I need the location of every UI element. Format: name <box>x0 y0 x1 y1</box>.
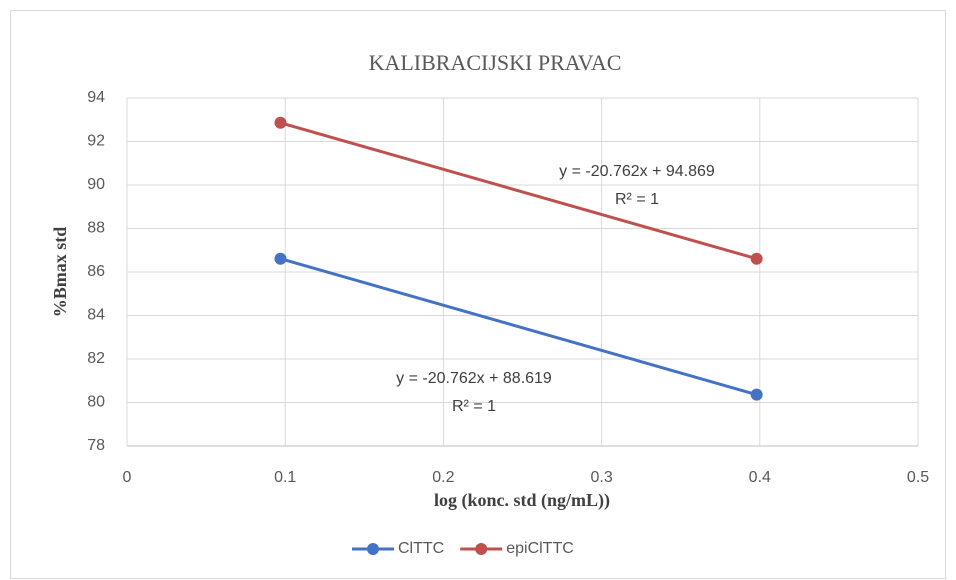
legend-marker <box>475 543 488 555</box>
data-point <box>274 252 287 265</box>
x-tick-label: 0.5 <box>907 469 929 486</box>
x-tick-label: 0.1 <box>274 469 296 486</box>
chart-title: KALIBRACIJSKI PRAVAC <box>369 50 622 75</box>
series-line <box>280 257 758 397</box>
chart-frame <box>10 10 946 579</box>
y-tick-label: 88 <box>87 220 105 237</box>
x-axis-title: log (konc. std (ng/mL)) <box>434 490 610 511</box>
legend-label: ClTTC <box>398 540 444 557</box>
trendline-label: y = -20.762x + 88.619 <box>396 370 552 387</box>
trendline-label: R² = 1 <box>615 191 659 208</box>
data-point <box>750 388 763 401</box>
x-tick-label: 0.4 <box>749 469 771 486</box>
y-tick-label: 94 <box>87 89 105 106</box>
data-point <box>750 252 763 265</box>
series-line <box>280 121 758 261</box>
legend-label: epiClTTC <box>506 540 574 557</box>
y-tick-label: 92 <box>87 133 105 150</box>
y-tick-label: 82 <box>87 350 105 367</box>
y-tick-label: 84 <box>87 307 105 324</box>
trendline-label: R² = 1 <box>452 398 496 415</box>
data-point <box>274 116 287 129</box>
x-tick-label: 0 <box>123 469 132 486</box>
legend-marker <box>367 543 379 555</box>
y-tick-label: 90 <box>87 176 105 193</box>
y-tick-label: 80 <box>87 394 105 411</box>
y-tick-label: 78 <box>87 437 105 454</box>
x-tick-label: 0.3 <box>590 469 612 486</box>
y-axis-title: %Bmax std <box>50 227 70 318</box>
y-tick-label: 86 <box>87 263 105 280</box>
trendline-label: y = -20.762x + 94.869 <box>559 163 715 180</box>
x-tick-label: 0.2 <box>432 469 454 486</box>
